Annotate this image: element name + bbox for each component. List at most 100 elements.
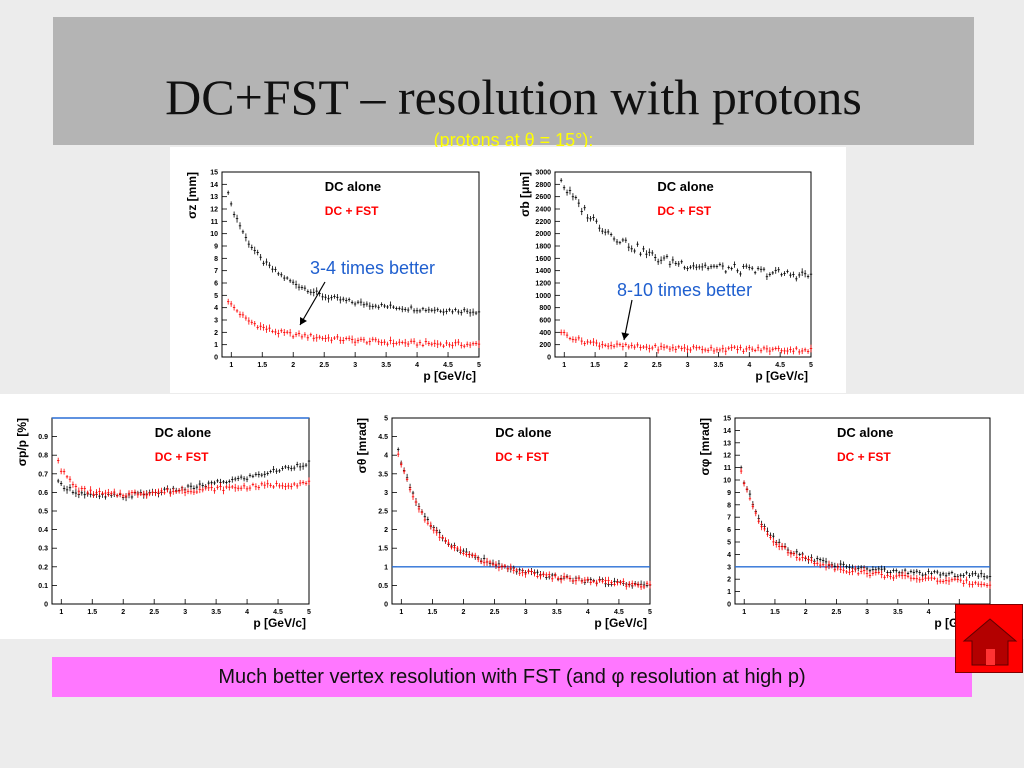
y-tick-label: 3000 [535, 170, 551, 177]
top-plots-panel [170, 147, 846, 393]
y-tick-label: 0 [214, 355, 218, 362]
x-tick-label: 1.5 [770, 609, 780, 616]
x-tick-label: 5 [809, 362, 813, 369]
x-tick-label: 2 [291, 362, 295, 369]
x-tick-label: 1.5 [257, 362, 267, 369]
x-tick-label: 4 [245, 609, 249, 616]
annotation-arrowhead [300, 316, 307, 325]
y-tick-label: 2 [727, 577, 731, 584]
y-tick-label: 12 [723, 453, 731, 460]
y-tick-label: 2600 [535, 194, 551, 201]
y-tick-label: 0.1 [38, 583, 48, 590]
y-tick-label: 14 [210, 182, 218, 189]
x-tick-label: 1.5 [590, 362, 600, 369]
x-tick-label: 3 [524, 609, 528, 616]
x-tick-label: 4 [586, 609, 590, 616]
x-tick-label: 3.5 [381, 362, 391, 369]
x-tick-label: 4 [415, 362, 419, 369]
x-tick-label: 3 [865, 609, 869, 616]
y-tick-label: 8 [214, 256, 218, 263]
annotation-arrow [299, 281, 326, 326]
x-tick-label: 1 [59, 609, 63, 616]
x-tick-label: 5 [648, 609, 652, 616]
y-tick-label: 4.5 [378, 434, 388, 441]
y-tick-label: 13 [210, 194, 218, 201]
x-tick-label: 4 [927, 609, 931, 616]
plot-frame [554, 171, 812, 358]
home-icon [962, 618, 1018, 666]
legend-dc-alone: DC alone [155, 425, 211, 440]
y-axis-title: σz [mm] [185, 172, 199, 219]
legend-dc-alone: DC alone [495, 425, 551, 440]
y-tick-label: 0.7 [38, 471, 48, 478]
y-tick-label: 0.8 [38, 453, 48, 460]
x-tick-label: 3.5 [552, 609, 562, 616]
y-tick-label: 0 [727, 602, 731, 609]
title-box: DC+FST – resolution with protons (proton… [53, 17, 974, 150]
x-tick-label: 4.5 [775, 362, 785, 369]
y-tick-label: 0.2 [38, 564, 48, 571]
legend-dc-fst: DC + FST [325, 204, 379, 218]
legend-dc-fst: DC + FST [495, 450, 549, 464]
improvement-annotation: 3-4 times better [310, 258, 435, 278]
x-tick-label: 1.5 [87, 609, 97, 616]
y-tick-label: 1000 [535, 293, 551, 300]
x-axis-title: p [GeV/c] [594, 616, 647, 630]
y-tick-label: 5 [727, 540, 731, 547]
plot-frame [51, 417, 310, 605]
y-tick-label: 2200 [535, 219, 551, 226]
home-button[interactable] [955, 604, 1023, 673]
x-tick-label: 3.5 [893, 609, 903, 616]
series-dc-fst [397, 451, 652, 590]
y-axis-title: σφ [mrad] [698, 418, 712, 475]
x-tick-label: 4.5 [443, 362, 453, 369]
y-tick-label: 4 [727, 552, 731, 559]
series-dc-alone [226, 190, 481, 317]
x-tick-label: 2 [121, 609, 125, 616]
y-tick-label: 0.9 [38, 434, 48, 441]
x-tick-label: 1 [399, 609, 403, 616]
plot-frame [734, 417, 991, 605]
x-tick-label: 3 [353, 362, 357, 369]
y-tick-label: 2 [214, 330, 218, 337]
x-tick-label: 1 [229, 362, 233, 369]
y-axis-title: σp/p [%] [15, 418, 29, 466]
y-tick-label: 2.5 [378, 509, 388, 516]
x-axis-title: p [GeV/c] [423, 369, 476, 383]
series-dc-alone [559, 178, 813, 282]
x-tick-label: 5 [307, 609, 311, 616]
y-tick-label: 6 [727, 527, 731, 534]
chart-sigma-b: 0 200 400 600 800 1000 1200 1400 1600 1800 2000 220… [518, 170, 813, 384]
legend-dc-fst: DC + FST [155, 450, 209, 464]
y-axis-title: σb [μm] [518, 172, 532, 217]
series-dc-alone [739, 465, 992, 581]
x-tick-label: 3 [183, 609, 187, 616]
legend-dc-fst: DC + FST [657, 204, 711, 218]
x-tick-label: 2.5 [149, 609, 159, 616]
x-axis-title: p [GeV/c] [755, 369, 808, 383]
y-tick-label: 0.3 [38, 546, 48, 553]
series-dc-fst [226, 298, 481, 349]
x-tick-label: 3.5 [714, 362, 724, 369]
y-tick-label: 2 [384, 527, 388, 534]
y-tick-label: 600 [539, 318, 551, 325]
series-dc-fst [559, 329, 813, 356]
x-tick-label: 2 [804, 609, 808, 616]
y-tick-label: 1800 [535, 244, 551, 251]
series-dc-alone [56, 458, 311, 502]
y-tick-label: 12 [210, 207, 218, 214]
y-tick-label: 5 [214, 293, 218, 300]
plot-frame [391, 417, 651, 605]
x-tick-label: 1 [742, 609, 746, 616]
x-tick-label: 2.5 [490, 609, 500, 616]
y-tick-label: 1 [214, 342, 218, 349]
bottom-plots-panel [0, 394, 1024, 639]
y-tick-label: 4 [214, 305, 218, 312]
y-tick-label: 15 [210, 170, 218, 177]
series-dc-alone [397, 447, 652, 589]
y-axis-title: σθ [mrad] [355, 418, 369, 473]
x-tick-label: 2.5 [652, 362, 662, 369]
improvement-annotation: 8-10 times better [617, 280, 752, 300]
y-tick-label: 1600 [535, 256, 551, 263]
